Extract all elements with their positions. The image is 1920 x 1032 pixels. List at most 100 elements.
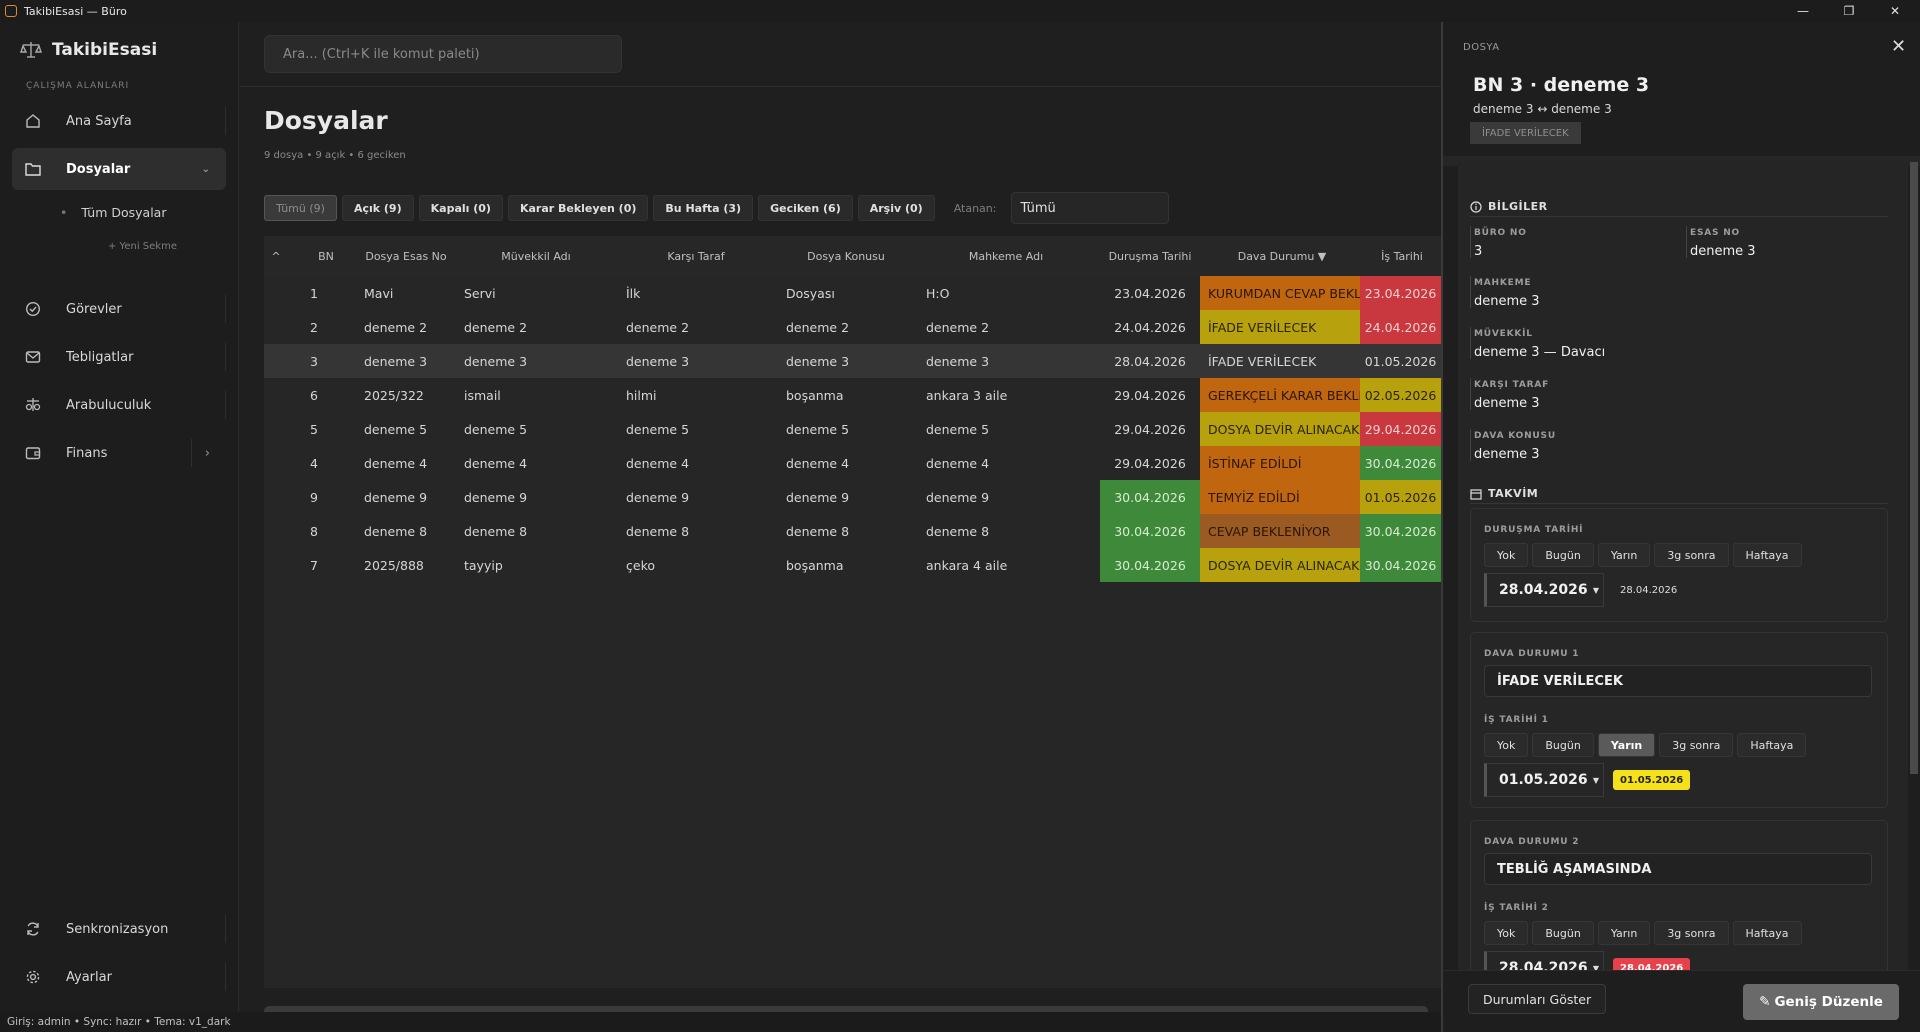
field-label: DURUŞMA TARİHİ xyxy=(1484,525,1584,535)
quick-yarin-button[interactable]: Yarın xyxy=(1597,921,1651,945)
table-cell-esas: 2025/888 xyxy=(364,557,424,573)
field-value: 3 xyxy=(1474,244,1483,259)
filter-tumu[interactable]: Tümü (9) xyxy=(264,195,337,221)
restore-icon[interactable]: ❐ xyxy=(1843,4,1855,18)
nav-arabuluculuk[interactable]: Arabuluculuk xyxy=(12,384,226,426)
quick-yarin-button[interactable]: Yarın xyxy=(1597,543,1651,567)
table-cell-bn: 3 xyxy=(310,353,318,369)
table-cell-konu: deneme 3 xyxy=(786,353,850,369)
quick-3g-button[interactable]: 3g sonra xyxy=(1659,733,1734,757)
filter-bu-hafta[interactable]: Bu Hafta (3) xyxy=(653,195,754,221)
is-date-picker-1[interactable]: 01.05.2026 ▼ xyxy=(1484,763,1604,797)
quick-yok-button[interactable]: Yok xyxy=(1484,733,1529,757)
search-input[interactable]: Ara... (Ctrl+K ile komut paleti) xyxy=(264,35,622,73)
column-header[interactable]: BN xyxy=(318,249,334,263)
column-header[interactable]: Müvekkil Adı xyxy=(501,249,571,263)
field-bar xyxy=(1470,378,1471,410)
show-statuses-button[interactable]: Durumları Göster xyxy=(1468,984,1607,1014)
quick-date-buttons: Yok Bugün Yarın 3g sonra Haftaya xyxy=(1484,733,1807,757)
column-header[interactable]: Mahkeme Adı xyxy=(968,249,1044,263)
minimize-icon[interactable]: — xyxy=(1797,4,1809,18)
nav-senkronizasyon[interactable]: Senkronizasyon xyxy=(12,908,226,950)
close-window-icon[interactable]: ✕ xyxy=(1889,4,1901,18)
table-row[interactable]: 8 deneme 8 deneme 8 deneme 8 deneme 8 deneme … xyxy=(264,514,1441,548)
table-cell-mahkeme: H:O xyxy=(926,285,950,301)
horizontal-scrollbar[interactable] xyxy=(264,1006,1428,1016)
table-cell-durum: İFADE VERİLECEK xyxy=(1200,310,1360,344)
nav-tebligatlar[interactable]: Tebligatlar xyxy=(12,336,226,378)
table-row[interactable]: 3 deneme 3 deneme 3 deneme 3 deneme 3 deneme … xyxy=(264,344,1441,378)
quick-bugun-button[interactable]: Bugün xyxy=(1532,733,1594,757)
status-field[interactable]: İFADE VERİLECEK xyxy=(1484,665,1872,697)
filter-karar-bekleyen[interactable]: Karar Bekleyen (0) xyxy=(507,195,649,221)
close-icon[interactable]: ✕ xyxy=(1891,36,1907,57)
nav-finans[interactable]: Finans › xyxy=(12,432,226,474)
table-row[interactable]: 9 deneme 9 deneme 9 deneme 9 deneme 9 deneme … xyxy=(264,480,1441,514)
nav-sub-tum-dosyalar[interactable]: • Tüm Dosyalar xyxy=(60,205,166,220)
assignee-select[interactable]: Tümü xyxy=(1011,192,1170,224)
table-cell-mahkeme: deneme 8 xyxy=(926,523,990,539)
table-cell-is: 02.05.2026 xyxy=(1360,378,1441,412)
table-cell-mahkeme: deneme 5 xyxy=(926,421,990,437)
quick-haftaya-button[interactable]: Haftaya xyxy=(1737,733,1807,757)
table-cell-karsi: deneme 4 xyxy=(626,455,690,471)
nav-dosyalar[interactable]: Dosyalar ⌄ xyxy=(12,148,226,190)
quick-haftaya-button[interactable]: Haftaya xyxy=(1732,543,1802,567)
filter-acik[interactable]: Açık (9) xyxy=(341,195,414,221)
quick-yarin-button[interactable]: Yarın xyxy=(1597,733,1656,757)
table-cell-durusma: 29.04.2026 xyxy=(1114,455,1186,471)
table-cell-is: 30.04.2026 xyxy=(1360,548,1441,582)
table-cell-bn: 8 xyxy=(310,523,318,539)
table-row[interactable]: 5 deneme 5 deneme 5 deneme 5 deneme 5 deneme … xyxy=(264,412,1441,446)
table-cell-konu: deneme 9 xyxy=(786,489,850,505)
divider xyxy=(225,343,226,371)
section-title: TAKVİM xyxy=(1488,487,1539,500)
filter-arsiv[interactable]: Arşiv (0) xyxy=(857,195,935,221)
workspaces-heading: ÇALIŞMA ALANLARI xyxy=(26,81,130,91)
hearing-date-picker[interactable]: 28.04.2026 ▼ xyxy=(1484,573,1604,607)
quick-3g-button[interactable]: 3g sonra xyxy=(1654,921,1729,945)
nav-ana-sayfa[interactable]: Ana Sayfa xyxy=(12,100,226,142)
table-cell-esas: deneme 3 xyxy=(364,353,428,369)
column-header[interactable]: Dosya Esas No xyxy=(365,249,447,263)
table-cell-durusma: 23.04.2026 xyxy=(1114,285,1186,301)
pencil-icon: ✎ xyxy=(1759,994,1771,1010)
column-header[interactable]: Duruşma Tarihi xyxy=(1108,249,1192,263)
vertical-scrollbar[interactable] xyxy=(1910,162,1918,774)
quick-yok-button[interactable]: Yok xyxy=(1484,543,1529,567)
column-header[interactable]: ^ xyxy=(271,249,281,263)
field-label: KARŞI TARAF xyxy=(1474,380,1550,390)
section-bilgiler: BİLGİLER xyxy=(1470,200,1548,213)
filter-kapali[interactable]: Kapalı (0) xyxy=(418,195,503,221)
field-label: DAVA KONUSU xyxy=(1474,431,1556,441)
table-row[interactable]: 1 Mavi Servi İlk Dosyası H:O 23.04.2026 KURUMDA… xyxy=(264,276,1441,310)
filter-geciken[interactable]: Geciken (6) xyxy=(758,195,853,221)
wide-edit-button[interactable]: ✎ Geniş Düzenle xyxy=(1743,984,1899,1020)
quick-yok-button[interactable]: Yok xyxy=(1484,921,1529,945)
nav-ayarlar[interactable]: Ayarlar xyxy=(12,956,226,998)
column-header[interactable]: Dosya Konusu xyxy=(807,249,885,263)
table-row[interactable]: 7 2025/888 tayyip çeko boşanma ankara 4 aile 3… xyxy=(264,548,1441,582)
table-cell-is: 01.05.2026 xyxy=(1360,480,1441,514)
table-row[interactable]: 4 deneme 4 deneme 4 deneme 4 deneme 4 deneme … xyxy=(264,446,1441,480)
section-takvim: TAKVİM xyxy=(1470,487,1538,500)
brand[interactable]: TakibiEsasi xyxy=(20,40,157,60)
nav-label: Senkronizasyon xyxy=(66,921,169,937)
column-header[interactable]: İş Tarihi xyxy=(1381,249,1423,263)
card-dava-durumu-1: DAVA DURUMU 1 İFADE VERİLECEK İŞ TARİHİ … xyxy=(1470,632,1888,808)
table-row[interactable]: 2 deneme 2 deneme 2 deneme 2 deneme 2 deneme … xyxy=(264,310,1441,344)
new-tab-link[interactable]: + Yeni Sekme xyxy=(108,241,177,252)
status-field[interactable]: TEBLİĞ AŞAMASINDA xyxy=(1484,853,1872,885)
table-cell-bn: 7 xyxy=(310,557,318,573)
column-header[interactable]: Karşı Taraf xyxy=(667,249,725,263)
date-chip: 28.04.2026 xyxy=(1620,584,1678,596)
quick-haftaya-button[interactable]: Haftaya xyxy=(1732,921,1802,945)
divider xyxy=(225,391,226,419)
table-cell-konu: deneme 8 xyxy=(786,523,850,539)
quick-bugun-button[interactable]: Bugün xyxy=(1532,921,1594,945)
table-row[interactable]: 6 2025/322 ismail hilmi boşanma ankara 3 aile… xyxy=(264,378,1441,412)
column-header[interactable]: Dava Durumu ▼ xyxy=(1237,249,1327,263)
quick-3g-button[interactable]: 3g sonra xyxy=(1654,543,1729,567)
nav-gorevler[interactable]: Görevler xyxy=(12,288,226,330)
quick-bugun-button[interactable]: Bugün xyxy=(1532,543,1594,567)
